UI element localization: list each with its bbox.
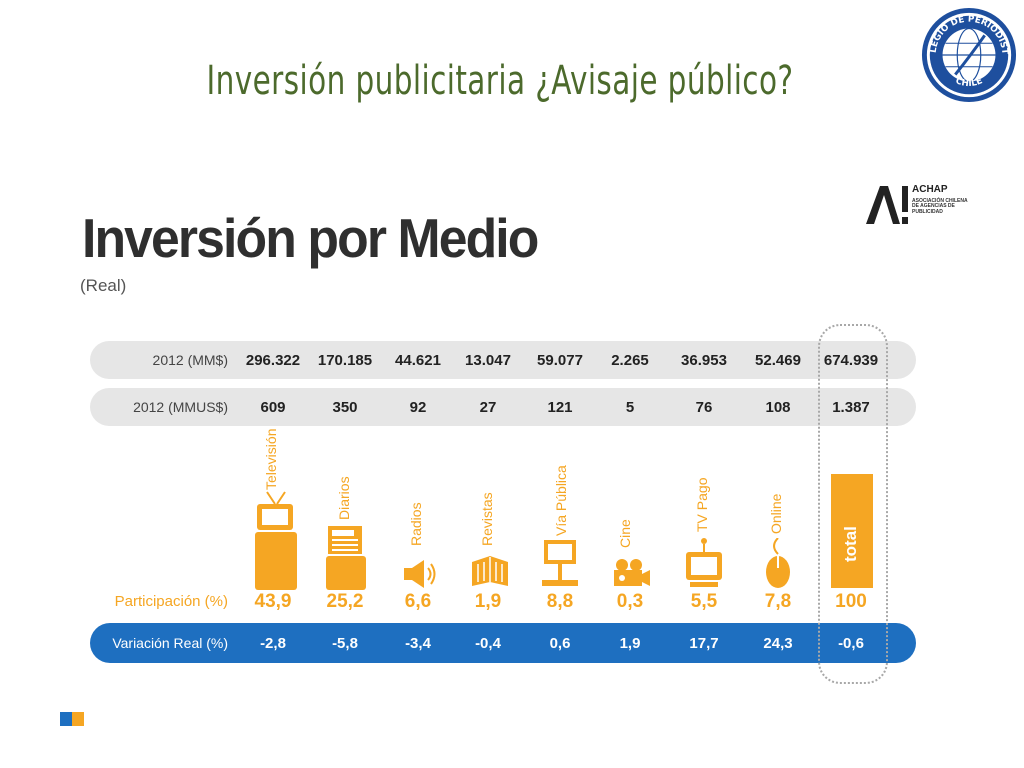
value-mm-usd-8: 1.387 xyxy=(832,399,870,416)
value-mm-clp-6: 36.953 xyxy=(681,352,727,369)
value-mm-clp-3: 13.047 xyxy=(465,352,511,369)
billboard-icon xyxy=(542,540,578,586)
value-variacion-4: 0,6 xyxy=(549,635,571,652)
value-variacion-5: 1,9 xyxy=(619,635,641,652)
value-mm-clp-4: 59.077 xyxy=(537,352,583,369)
value-participacion-3: 1,9 xyxy=(474,591,502,612)
value-mm-usd-0: 609 xyxy=(260,399,286,416)
newspaper-icon xyxy=(326,526,366,590)
row-label-variacion: Variación Real (%) xyxy=(112,635,228,651)
row-label-participacion: Participación (%) xyxy=(114,593,228,610)
value-mm-usd-1: 350 xyxy=(332,399,358,416)
category-label-diarios: Diarios xyxy=(336,476,352,520)
value-variacion-6: 17,7 xyxy=(689,635,719,652)
magazines-icon xyxy=(472,556,508,586)
row-label-mm-usd: 2012 (MMUS$) xyxy=(133,399,228,415)
value-mm-clp-8: 674.939 xyxy=(823,352,879,369)
category-label-television: Televisión xyxy=(263,428,279,490)
category-label-cine: Cine xyxy=(617,519,633,548)
value-mm-usd-2: 92 xyxy=(409,399,427,416)
svg-text:CHILE: CHILE xyxy=(954,76,984,89)
value-mm-usd-3: 27 xyxy=(479,399,497,416)
pay-tv-icon xyxy=(686,538,722,587)
value-mm-usd-5: 5 xyxy=(625,399,635,416)
category-label-tv-pago: TV Pago xyxy=(694,477,710,532)
footer-square-blue xyxy=(60,712,72,726)
value-mm-clp-2: 44.621 xyxy=(395,352,441,369)
value-mm-usd-6: 76 xyxy=(695,399,713,416)
chart-title: Inversión por Medio xyxy=(82,207,539,269)
value-participacion-6: 5,5 xyxy=(690,591,718,612)
film-camera-icon xyxy=(614,559,650,586)
value-mm-usd-7: 108 xyxy=(765,399,791,416)
value-variacion-2: -3,4 xyxy=(405,635,431,652)
mouse-icon xyxy=(766,538,790,588)
colegio-periodistas-seal: COLEGIO DE PERIODISTAS CHILE xyxy=(920,6,1017,103)
value-participacion-1: 25,2 xyxy=(326,591,364,612)
value-mm-usd-4: 121 xyxy=(547,399,573,416)
value-participacion-4: 8,8 xyxy=(546,591,574,612)
value-participacion-2: 6,6 xyxy=(404,591,432,612)
achap-logo xyxy=(866,186,908,224)
category-label-online: Online xyxy=(768,493,784,534)
value-variacion-1: -5,8 xyxy=(332,635,358,652)
value-variacion-8: -0,6 xyxy=(838,635,864,652)
chart-subtitle: (Real) xyxy=(80,276,127,295)
value-variacion-3: -0,4 xyxy=(475,635,501,652)
value-participacion-7: 7,8 xyxy=(764,591,792,612)
value-mm-clp-5: 2.265 xyxy=(611,352,649,369)
category-label-radios: Radios xyxy=(408,502,424,546)
achap-name: ACHAP xyxy=(912,184,948,195)
total-box xyxy=(831,474,873,588)
value-participacion-0: 43,9 xyxy=(254,591,292,612)
value-mm-clp-0: 296.322 xyxy=(245,352,301,369)
category-label-revistas: Revistas xyxy=(479,492,495,546)
row-mm-usd-bar xyxy=(90,388,916,426)
television-icon xyxy=(255,491,297,590)
value-mm-clp-7: 52.469 xyxy=(755,352,801,369)
value-variacion-7: 24,3 xyxy=(763,635,793,652)
slide-title: Inversión publicitaria ¿Avisaje público? xyxy=(206,58,794,104)
speaker-icon xyxy=(404,560,436,588)
row-label-mm-clp: 2012 (MM$) xyxy=(152,352,228,368)
category-label-via-publica: Vía Pública xyxy=(553,465,569,536)
variacion-real-bar xyxy=(90,623,916,663)
value-participacion-5: 0,3 xyxy=(616,591,644,612)
value-mm-clp-1: 170.185 xyxy=(317,352,373,369)
footer-square-orange xyxy=(72,712,84,726)
value-participacion-8: 100 xyxy=(835,591,867,612)
value-variacion-0: -2,8 xyxy=(260,635,286,652)
total-highlight-outline xyxy=(818,324,888,684)
achap-subtitle: ASOCIACIÓN CHILENA DE AGENCIAS DE PUBLIC… xyxy=(912,198,968,215)
row-mm-clp-bar xyxy=(90,341,916,379)
